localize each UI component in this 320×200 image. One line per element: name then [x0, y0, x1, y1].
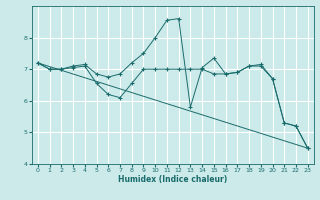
X-axis label: Humidex (Indice chaleur): Humidex (Indice chaleur)	[118, 175, 228, 184]
